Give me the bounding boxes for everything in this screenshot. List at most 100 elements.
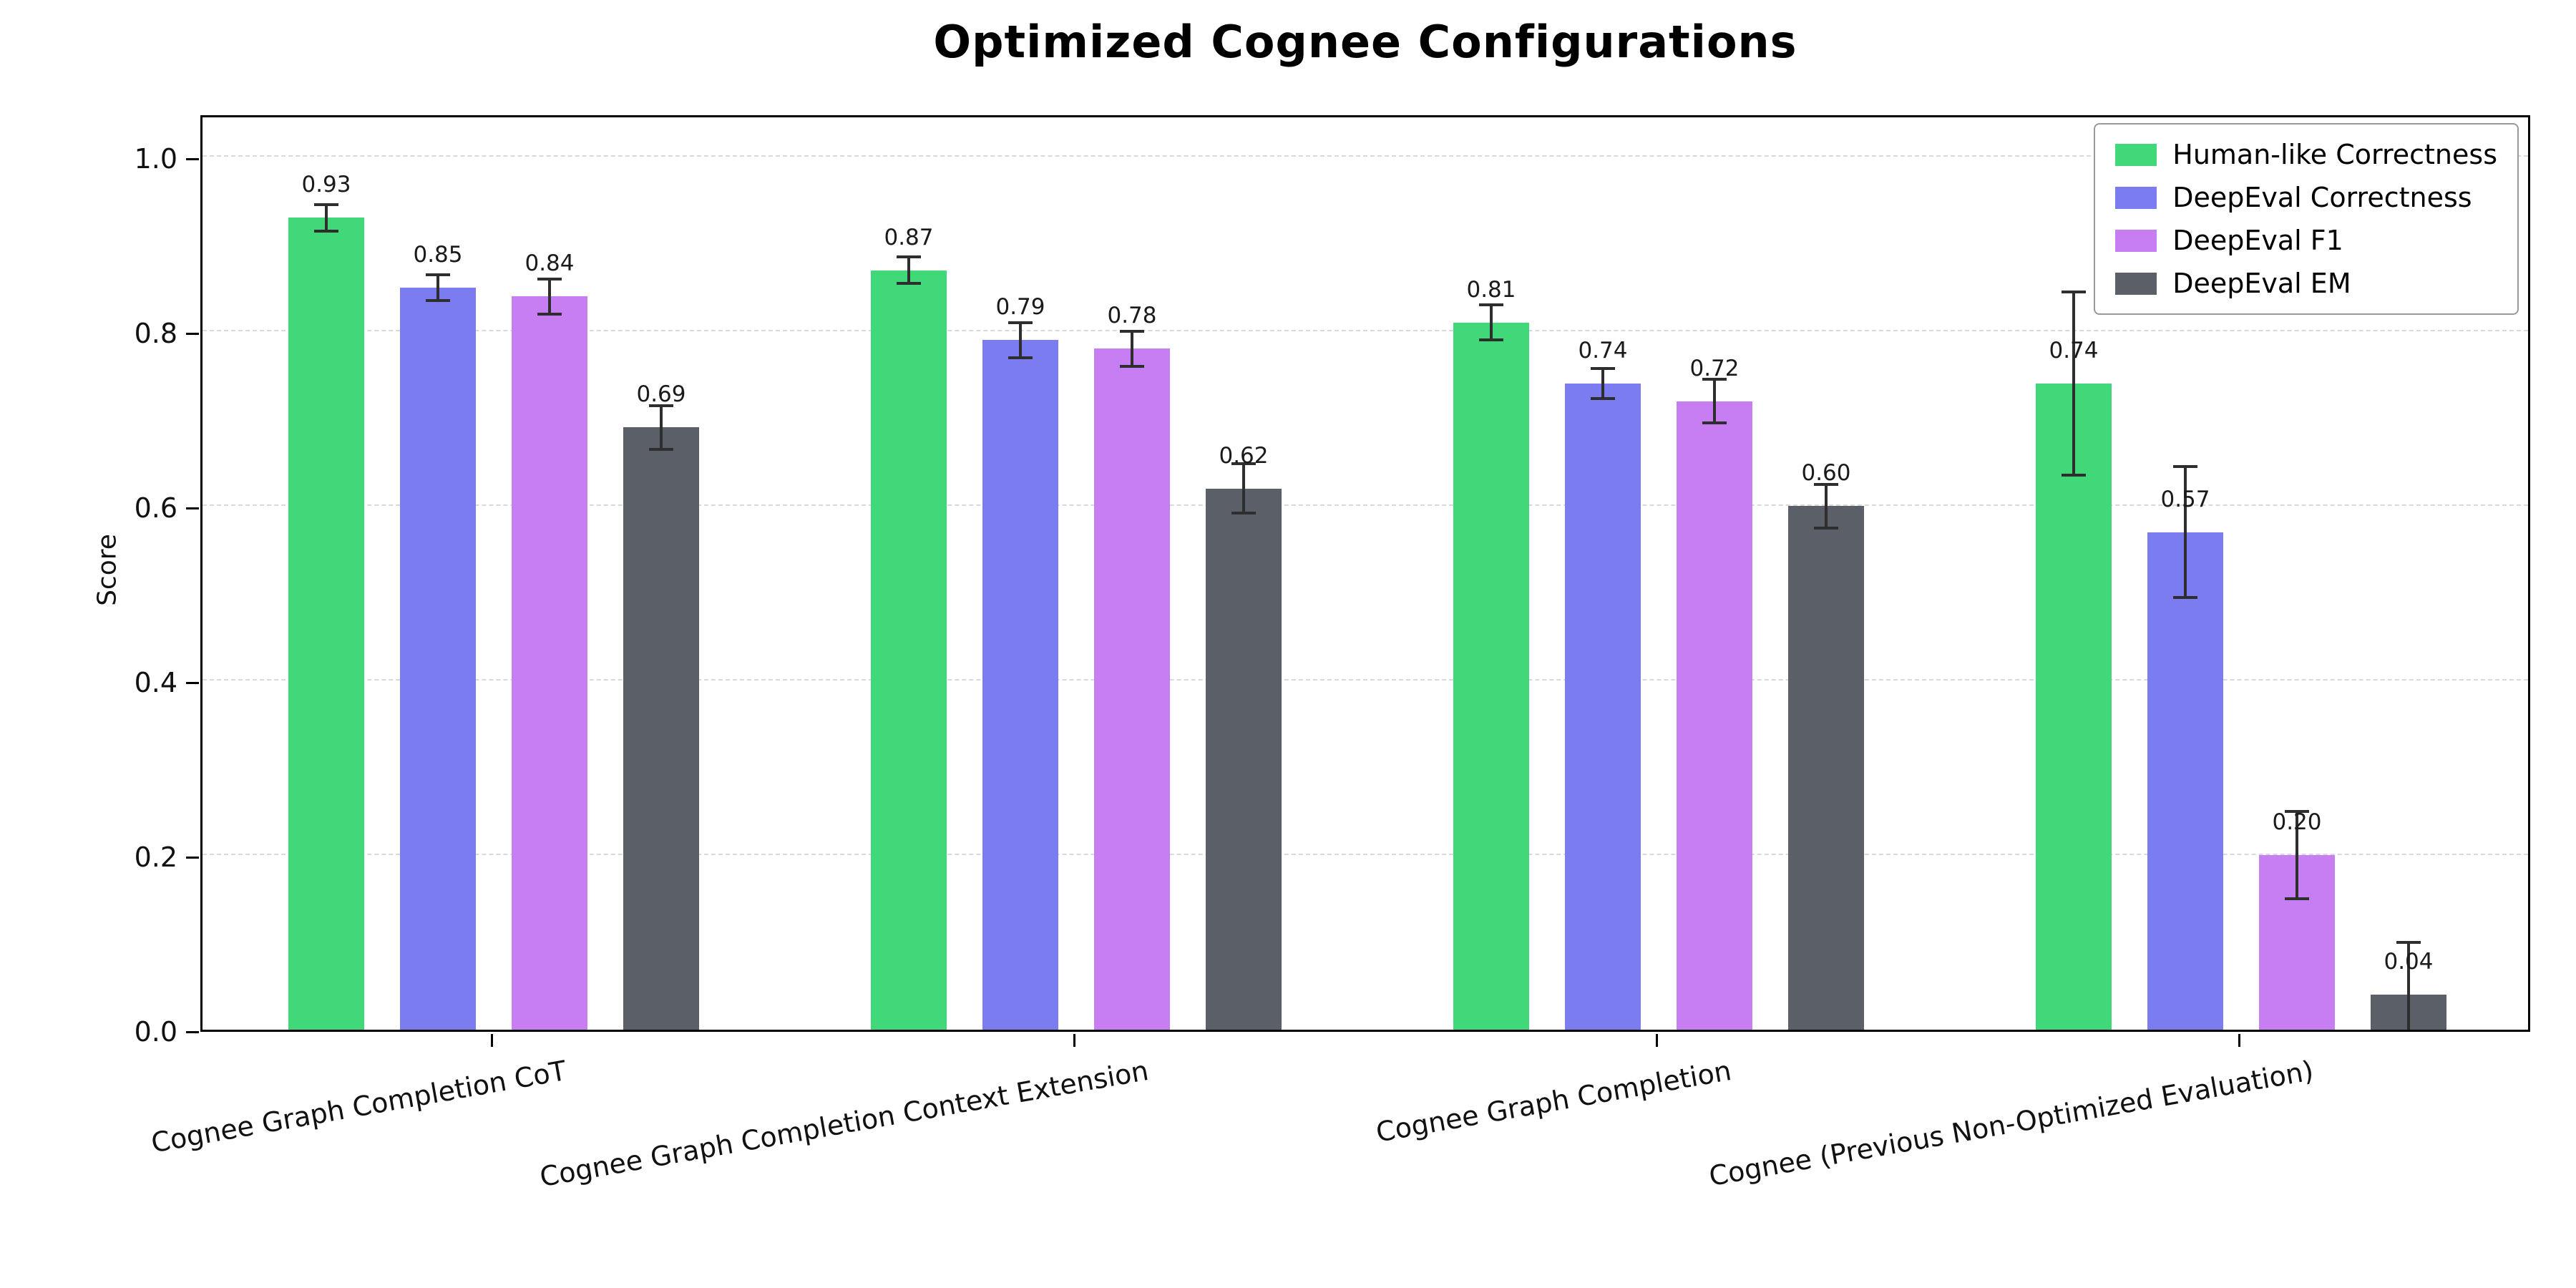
y-tick-label: 0.0: [134, 1016, 177, 1048]
legend-swatch: [2115, 272, 2157, 295]
legend-label: Human-like Correctness: [2172, 139, 2497, 170]
bar: [400, 288, 476, 1030]
y-tick-mark: [186, 681, 199, 684]
legend-swatch: [2115, 186, 2157, 209]
error-bar-cap: [314, 203, 338, 207]
bar-value-label: 0.78: [1107, 303, 1157, 329]
error-bar-cap: [1702, 421, 1727, 425]
error-bar: [1601, 369, 1604, 399]
error-bar-cap: [1814, 526, 1838, 530]
gridline: [203, 679, 2528, 680]
y-tick-label: 0.4: [134, 667, 177, 698]
y-tick-label: 0.2: [134, 841, 177, 873]
bar: [1094, 348, 1170, 1030]
error-bar: [2184, 467, 2187, 598]
error-bar: [548, 278, 551, 314]
error-bar-cap: [1120, 330, 1144, 333]
x-tick-label: Cognee Graph Completion: [1373, 1055, 1734, 1148]
y-tick-label: 1.0: [134, 143, 177, 175]
legend-label: DeepEval Correctness: [2172, 182, 2472, 213]
bar: [2036, 384, 2112, 1030]
legend-label: DeepEval F1: [2172, 225, 2343, 256]
error-bar: [2407, 942, 2410, 1030]
bar: [2147, 532, 2223, 1030]
error-bar-cap: [1008, 321, 1033, 324]
error-bar-cap: [1702, 378, 1727, 381]
y-tick-label: 0.8: [134, 318, 177, 349]
error-bar-cap: [2285, 810, 2309, 813]
chart-title: Optimized Cognee Configurations: [933, 16, 1797, 68]
error-bar: [436, 274, 439, 301]
error-bar-cap: [426, 299, 450, 303]
error-bar-cap: [1591, 367, 1615, 371]
error-bar-cap: [1591, 396, 1615, 400]
x-tick-mark: [1073, 1034, 1075, 1047]
error-bar-cap: [537, 312, 562, 316]
error-bar-cap: [1231, 511, 1256, 514]
error-bar-cap: [426, 273, 450, 276]
error-bar-cap: [1008, 356, 1033, 359]
gridline: [203, 854, 2528, 855]
error-bar-cap: [1479, 303, 1503, 307]
bar: [982, 340, 1058, 1030]
error-bar-cap: [2062, 291, 2086, 294]
x-tick-mark: [1655, 1034, 1658, 1047]
error-bar: [2296, 811, 2298, 899]
bar: [288, 218, 364, 1030]
y-tick-mark: [186, 157, 199, 160]
legend-swatch: [2115, 229, 2157, 252]
error-bar-cap: [1814, 482, 1838, 486]
legend-item: DeepEval EM: [2115, 266, 2497, 301]
legend-item: DeepEval Correctness: [2115, 180, 2497, 215]
x-tick-label: Cognee Graph Completion Context Extensio…: [537, 1055, 1151, 1194]
error-bar-cap: [2062, 474, 2086, 477]
error-bar-cap: [2173, 465, 2197, 469]
x-tick-mark: [2238, 1034, 2240, 1047]
legend-item: DeepEval F1: [2115, 223, 2497, 258]
error-bar: [2072, 292, 2075, 476]
bar-value-label: 0.69: [636, 381, 686, 408]
error-bar: [1019, 322, 1022, 358]
bar: [1677, 401, 1752, 1030]
bar-value-label: 0.85: [413, 242, 463, 268]
error-bar: [1713, 379, 1716, 424]
error-bar-cap: [1479, 338, 1503, 342]
bar-value-label: 0.60: [1801, 460, 1851, 486]
y-tick-label: 0.6: [134, 492, 177, 524]
error-bar: [1242, 464, 1245, 513]
bar-value-label: 0.87: [884, 224, 934, 250]
gridline: [203, 155, 2528, 157]
gridline: [203, 330, 2528, 331]
bar-value-label: 0.72: [1689, 355, 1740, 381]
bar: [1788, 506, 1864, 1030]
bar-value-label: 0.20: [2272, 809, 2322, 835]
bar-value-label: 0.62: [1219, 442, 1269, 469]
error-bar-cap: [2285, 897, 2309, 900]
bar-value-label: 0.74: [1578, 338, 1628, 364]
error-bar: [907, 257, 910, 283]
bar: [1453, 322, 1529, 1030]
legend-swatch: [2115, 143, 2157, 166]
error-bar-cap: [897, 281, 921, 285]
error-bar-cap: [897, 255, 921, 259]
gridline: [203, 504, 2528, 506]
error-bar-cap: [649, 447, 673, 451]
bar: [1206, 488, 1282, 1030]
error-bar: [1825, 484, 1828, 528]
bar-value-label: 0.04: [2384, 949, 2434, 975]
legend: Human-like Correctness DeepEval Correctne…: [2094, 123, 2519, 315]
bar: [623, 427, 699, 1030]
error-bar: [325, 205, 328, 231]
bar: [1565, 384, 1641, 1030]
error-bar-cap: [537, 277, 562, 280]
bar-value-label: 0.81: [1466, 276, 1516, 303]
bar-value-label: 0.57: [2160, 486, 2210, 512]
error-bar-cap: [314, 229, 338, 233]
y-tick-mark: [186, 856, 199, 859]
y-tick-mark: [186, 332, 199, 335]
x-tick-label: Cognee Graph Completion CoT: [148, 1055, 569, 1159]
y-axis-label: Score: [92, 534, 122, 606]
bar: [512, 296, 587, 1030]
error-bar-cap: [2396, 941, 2421, 944]
